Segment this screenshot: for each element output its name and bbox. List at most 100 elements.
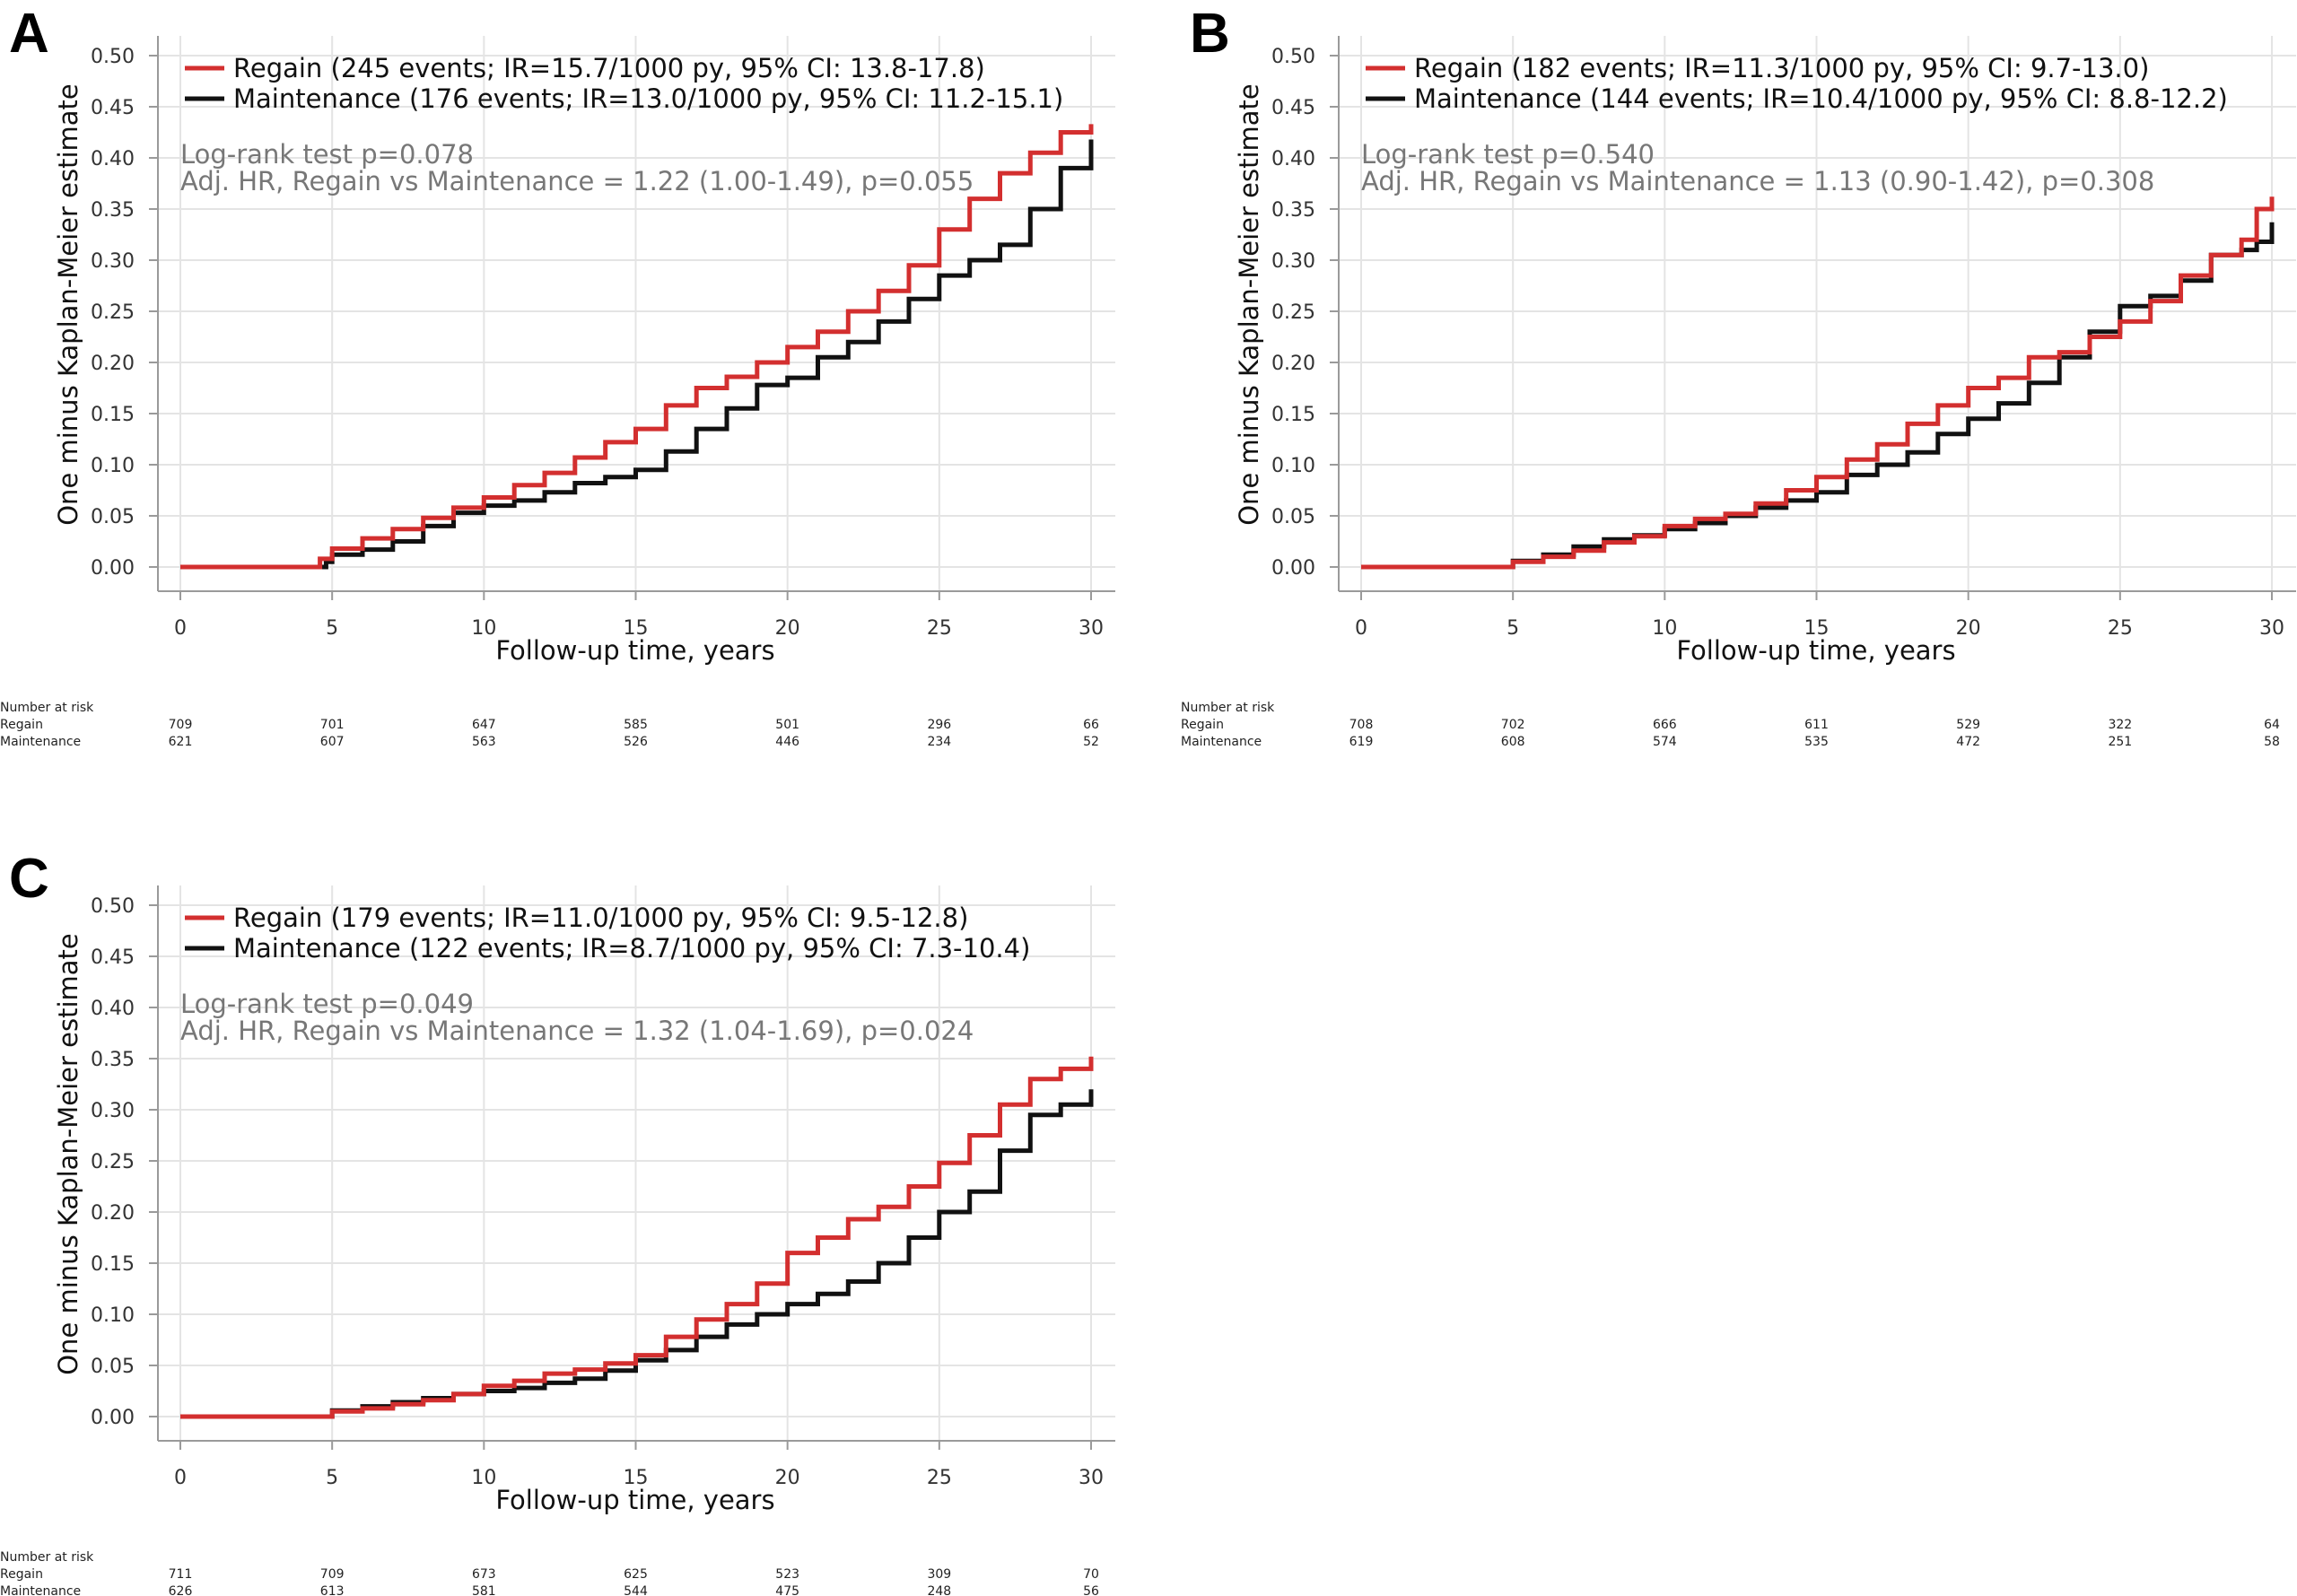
- y-tick-label: 0.45: [91, 946, 135, 969]
- risk-value-regain: 702: [1501, 718, 1525, 732]
- risk-value-regain: 501: [775, 718, 799, 732]
- risk-table-title: Number at risk: [0, 701, 94, 715]
- legend-label-regain: Regain (182 events; IR=11.3/1000 py, 95%…: [1414, 53, 2149, 83]
- risk-value-regain: 625: [624, 1567, 648, 1582]
- panel-letter: C: [9, 848, 49, 910]
- risk-value-regain: 309: [927, 1567, 951, 1582]
- x-tick-label: 0: [174, 617, 187, 640]
- y-tick-label: 0.50: [1271, 46, 1315, 68]
- x-tick-label: 20: [775, 617, 800, 640]
- y-tick-label: 0.05: [1271, 506, 1315, 528]
- x-axis-title: Follow-up time, years: [1676, 635, 1955, 666]
- x-tick-label: 15: [624, 617, 649, 640]
- y-tick-label: 0.50: [91, 895, 135, 918]
- risk-value-maintenance: 472: [1956, 735, 1980, 749]
- risk-value-regain: 322: [2108, 718, 2132, 732]
- panel-letter: B: [1190, 3, 1230, 65]
- y-tick-label: 0.40: [91, 148, 135, 170]
- risk-row-label-maintenance: Maintenance: [0, 735, 81, 749]
- y-tick-label: 0.10: [91, 455, 135, 477]
- legend-label-maintenance: Maintenance (122 events; IR=8.7/1000 py,…: [233, 933, 1030, 964]
- y-tick-label: 0.15: [1271, 404, 1315, 426]
- y-tick-label: 0.00: [1271, 557, 1315, 580]
- y-tick-label: 0.20: [1271, 353, 1315, 375]
- y-tick-label: 0.35: [1271, 199, 1315, 222]
- risk-row-label-regain: Regain: [0, 718, 43, 732]
- hazard-ratio-text: Adj. HR, Regain vs Maintenance = 1.13 (0…: [1361, 166, 2154, 196]
- logrank-text: Log-rank test p=0.078: [180, 139, 474, 170]
- y-tick-label: 0.30: [91, 250, 135, 273]
- risk-value-maintenance: 56: [1083, 1584, 1099, 1596]
- x-tick-label: 10: [1652, 617, 1677, 640]
- y-tick-label: 0.25: [1271, 301, 1315, 324]
- y-tick-label: 0.30: [91, 1100, 135, 1122]
- risk-value-maintenance: 626: [169, 1584, 193, 1596]
- risk-value-regain: 709: [320, 1567, 345, 1582]
- risk-value-maintenance: 574: [1653, 735, 1677, 749]
- risk-value-maintenance: 251: [2108, 735, 2132, 749]
- y-tick-label: 0.35: [91, 1049, 135, 1071]
- risk-value-regain: 666: [1653, 718, 1677, 732]
- y-tick-label: 0.35: [91, 199, 135, 222]
- risk-row-label-regain: Regain: [1181, 718, 1224, 732]
- y-tick-label: 0.05: [91, 1356, 135, 1378]
- x-tick-label: 0: [1355, 617, 1367, 640]
- risk-value-maintenance: 248: [927, 1584, 951, 1596]
- logrank-text: Log-rank test p=0.540: [1361, 139, 1655, 170]
- risk-value-regain: 70: [1083, 1567, 1099, 1582]
- series-line-maintenance: [180, 139, 1094, 570]
- risk-row-label-maintenance: Maintenance: [1181, 735, 1262, 749]
- risk-value-maintenance: 475: [775, 1584, 799, 1596]
- risk-value-regain: 647: [472, 718, 496, 732]
- x-tick-label: 10: [471, 617, 496, 640]
- risk-value-maintenance: 58: [2264, 735, 2280, 749]
- km-panel-c: C 0.00 0.05 0.10 0.15 0.20 0.25 0.30 0.35 0.40 0.4…: [0, 848, 1115, 1596]
- risk-value-maintenance: 613: [320, 1584, 345, 1596]
- y-tick-label: 0.00: [91, 1407, 135, 1429]
- y-tick-label: 0.15: [91, 1253, 135, 1276]
- logrank-text: Log-rank test p=0.049: [180, 989, 474, 1019]
- legend-label-regain: Regain (245 events; IR=15.7/1000 py, 95%…: [233, 53, 985, 83]
- x-tick-label: 30: [2259, 617, 2284, 640]
- risk-value-regain: 673: [472, 1567, 496, 1582]
- risk-table-title: Number at risk: [1181, 701, 1275, 715]
- hazard-ratio-text: Adj. HR, Regain vs Maintenance = 1.22 (1…: [180, 166, 974, 196]
- risk-value-maintenance: 619: [1349, 735, 1374, 749]
- risk-row-label-regain: Regain: [0, 1567, 43, 1582]
- x-tick-label: 15: [1804, 617, 1830, 640]
- x-tick-label: 20: [775, 1467, 800, 1489]
- y-tick-label: 0.45: [91, 97, 135, 119]
- y-tick-label: 0.45: [1271, 97, 1315, 119]
- risk-value-maintenance: 544: [624, 1584, 648, 1596]
- risk-value-regain: 701: [320, 718, 345, 732]
- legend-label-regain: Regain (179 events; IR=11.0/1000 py, 95%…: [233, 903, 968, 933]
- x-tick-label: 20: [1956, 617, 1981, 640]
- risk-value-maintenance: 52: [1083, 735, 1099, 749]
- legend-label-maintenance: Maintenance (144 events; IR=10.4/1000 py…: [1414, 83, 2228, 114]
- risk-value-regain: 66: [1083, 718, 1099, 732]
- y-tick-label: 0.00: [91, 557, 135, 580]
- x-tick-label: 30: [1079, 617, 1104, 640]
- y-tick-label: 0.05: [91, 506, 135, 528]
- x-tick-label: 25: [927, 617, 952, 640]
- y-tick-label: 0.30: [1271, 250, 1315, 273]
- risk-row-label-maintenance: Maintenance: [0, 1584, 81, 1596]
- x-tick-label: 0: [174, 1467, 187, 1489]
- km-panel-b: B 0.00 0.05 0.10 0.15 0.20 0.25 0.30 0.35 0.40 0.4…: [1181, 3, 2296, 749]
- y-tick-label: 0.20: [91, 1202, 135, 1225]
- y-tick-label: 0.20: [91, 353, 135, 375]
- risk-value-regain: 708: [1349, 718, 1374, 732]
- x-tick-label: 25: [927, 1467, 952, 1489]
- risk-value-maintenance: 446: [775, 735, 799, 749]
- risk-value-regain: 529: [1956, 718, 1980, 732]
- risk-value-maintenance: 581: [472, 1584, 496, 1596]
- y-tick-label: 0.15: [91, 404, 135, 426]
- series-line-regain: [180, 1056, 1094, 1419]
- risk-value-regain: 711: [169, 1567, 193, 1582]
- hazard-ratio-text: Adj. HR, Regain vs Maintenance = 1.32 (1…: [180, 1016, 974, 1046]
- risk-value-regain: 523: [775, 1567, 799, 1582]
- x-tick-label: 15: [624, 1467, 649, 1489]
- x-tick-label: 10: [471, 1467, 496, 1489]
- panel-letter: A: [9, 3, 49, 65]
